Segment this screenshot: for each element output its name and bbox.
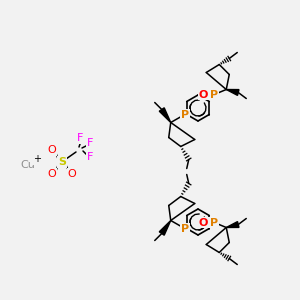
Polygon shape bbox=[159, 220, 171, 235]
Text: O: O bbox=[48, 145, 56, 155]
Text: F: F bbox=[87, 152, 93, 162]
Text: O: O bbox=[199, 218, 208, 227]
Text: P: P bbox=[181, 110, 189, 119]
Text: P: P bbox=[181, 224, 189, 233]
Polygon shape bbox=[159, 108, 171, 122]
Text: O: O bbox=[199, 89, 208, 100]
Text: O: O bbox=[68, 169, 76, 179]
Text: P: P bbox=[210, 218, 218, 227]
Text: F: F bbox=[87, 138, 93, 148]
Text: P: P bbox=[210, 89, 218, 100]
Polygon shape bbox=[226, 222, 239, 227]
Polygon shape bbox=[226, 89, 239, 95]
Text: Cu: Cu bbox=[21, 160, 35, 170]
Text: O: O bbox=[48, 169, 56, 179]
Text: +: + bbox=[33, 154, 41, 164]
Text: S: S bbox=[58, 157, 66, 167]
Text: F: F bbox=[77, 133, 83, 143]
